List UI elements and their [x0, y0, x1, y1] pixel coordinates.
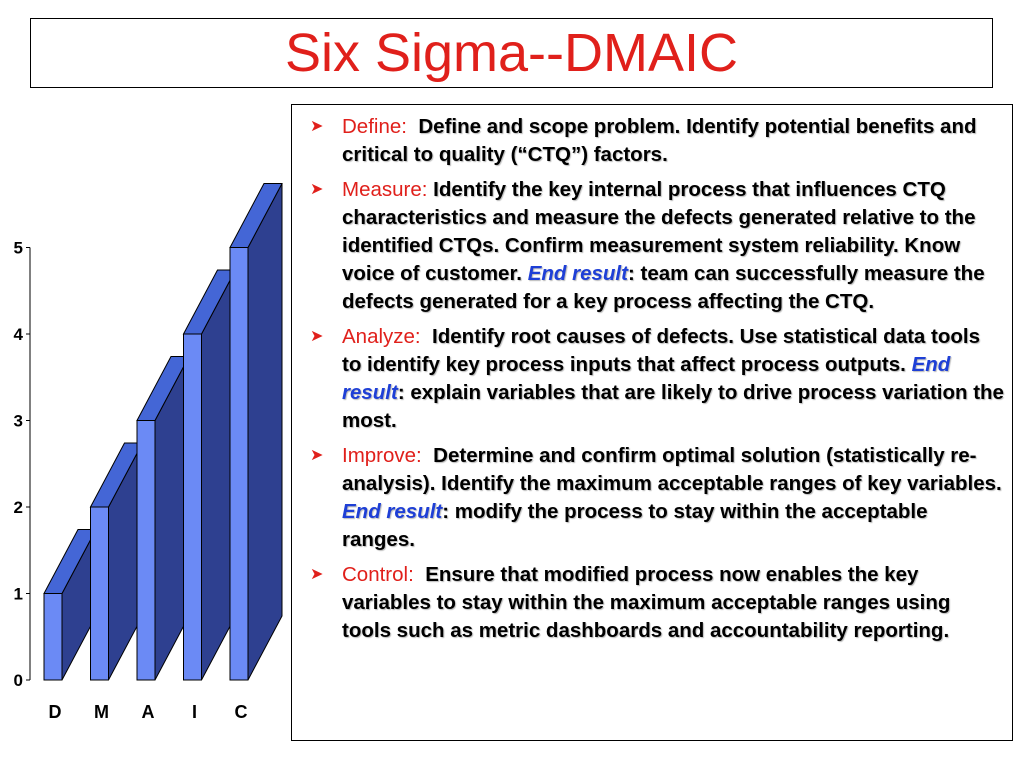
phase-text: Identify the key internal process that i… [342, 178, 976, 285]
end-result-label: End result [527, 262, 628, 285]
chart-svg: 0 1 2 3 4 5 D M A I C [14, 183, 283, 722]
y-tick-label: 1 [14, 585, 23, 604]
bar-M [90, 506, 109, 681]
phase-term: Improve: [342, 444, 422, 467]
y-tick-label: 4 [14, 325, 24, 344]
chevron-right-icon: ➤ [310, 328, 324, 345]
title-box: Six Sigma--DMAIC [30, 18, 993, 88]
end-result-text: : team can successfully measure the defe… [342, 262, 985, 313]
phase-term: Analyze: [342, 325, 421, 348]
bar-side [247, 183, 283, 681]
bar-A [136, 420, 156, 681]
phase-item-improve: ➤ Improve: Determine and confirm optimal… [302, 442, 1004, 554]
x-tick-label: M [94, 702, 109, 722]
end-result-label: End result [342, 353, 951, 404]
phase-item-control: ➤ Control: Ensure that modified process … [302, 561, 1004, 645]
phase-term: Define: [342, 115, 407, 138]
phase-item-analyze: ➤ Analyze: Identify root causes of defec… [302, 323, 1004, 435]
chevron-right-icon: ➤ [310, 566, 324, 583]
x-tick-label: D [49, 702, 62, 722]
phase-term: Control: [342, 563, 414, 586]
dmaic-bar-chart: 0 1 2 3 4 5 D M A I C [0, 95, 290, 768]
y-tick-label: 5 [14, 239, 23, 258]
end-result-text: : explain variables that are likely to d… [342, 381, 1004, 432]
phase-text: Ensure that modified process now enables… [342, 563, 951, 642]
y-tick-label: 2 [14, 498, 23, 517]
phase-item-measure: ➤ Measure: Identify the key internal pro… [302, 176, 1004, 316]
end-result-text: : modify the process to stay within the … [342, 500, 928, 551]
phase-text: Determine and confirm optimal solution (… [342, 444, 1002, 495]
phase-text: Define and scope problem. Identify poten… [342, 115, 977, 166]
phase-item-define: ➤ Define: Define and scope problem. Iden… [302, 113, 1004, 169]
slide-title: Six Sigma--DMAIC [284, 23, 739, 83]
content-box: ➤ Define: Define and scope problem. Iden… [291, 104, 1013, 741]
chevron-right-icon: ➤ [310, 447, 324, 464]
phase-text: Identify root causes of defects. Use sta… [342, 325, 981, 376]
x-tick-label: C [235, 702, 248, 722]
chevron-right-icon: ➤ [310, 118, 324, 135]
bar-C [229, 247, 249, 681]
x-tick-label: I [192, 702, 197, 722]
bar-I [183, 333, 202, 681]
chevron-right-icon: ➤ [310, 181, 324, 198]
phase-term: Measure: [342, 178, 428, 201]
y-tick-label: 3 [14, 412, 23, 431]
y-tick-label: 0 [14, 671, 23, 690]
x-tick-label: A [142, 702, 155, 722]
end-result-label: End result [342, 500, 443, 523]
phase-list: ➤ Define: Define and scope problem. Iden… [302, 113, 1004, 645]
bar-D [43, 593, 63, 681]
